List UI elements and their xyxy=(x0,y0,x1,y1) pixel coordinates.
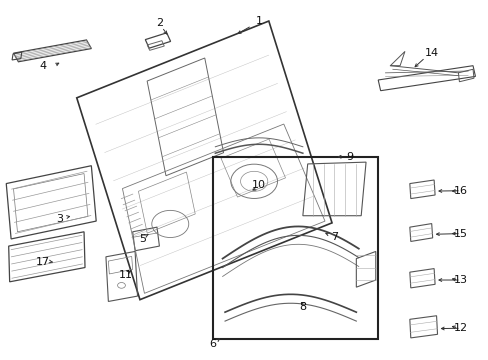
Text: 4: 4 xyxy=(39,61,46,71)
Text: 2: 2 xyxy=(156,18,163,28)
Text: 13: 13 xyxy=(453,275,467,285)
Text: 17: 17 xyxy=(36,257,50,267)
Text: 11: 11 xyxy=(118,270,132,280)
Text: 10: 10 xyxy=(252,180,265,190)
Text: 5: 5 xyxy=(139,234,145,244)
Text: 7: 7 xyxy=(330,232,337,242)
Text: 6: 6 xyxy=(209,339,216,349)
Text: 9: 9 xyxy=(346,152,353,162)
Text: 12: 12 xyxy=(453,323,467,333)
Text: 15: 15 xyxy=(453,229,467,239)
Text: 8: 8 xyxy=(299,302,306,312)
Text: 3: 3 xyxy=(56,214,63,224)
Text: 1: 1 xyxy=(255,16,262,26)
Text: 14: 14 xyxy=(424,48,438,58)
Text: 16: 16 xyxy=(453,186,467,196)
